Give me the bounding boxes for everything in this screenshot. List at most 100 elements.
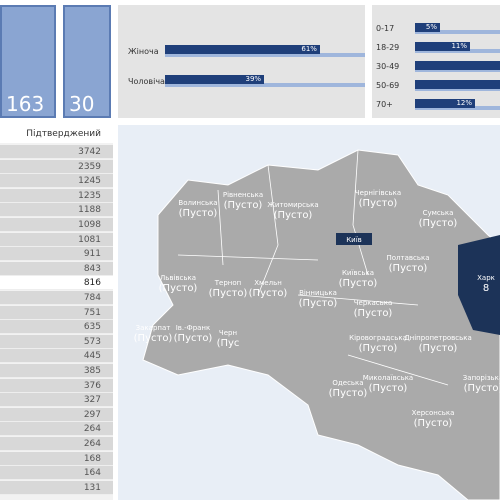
- region-value: (Пусто): [419, 218, 458, 229]
- region-value: (Пусто): [464, 383, 500, 394]
- bar: 11%: [415, 42, 470, 51]
- bar-track: [415, 49, 500, 53]
- row-label: 30-49: [376, 62, 400, 71]
- table-cell: 385: [0, 364, 113, 378]
- region-value: 8: [483, 283, 489, 294]
- table-cell: 1235: [0, 188, 113, 203]
- table-cell: 635: [0, 320, 113, 335]
- table-cell: 816: [0, 276, 113, 291]
- region-name: Терноп: [214, 279, 241, 287]
- region-value: (Пусто): [359, 343, 398, 354]
- bar: 12%: [415, 99, 475, 108]
- region-value: (Пусто): [249, 288, 288, 299]
- table-cell: 131: [0, 480, 113, 495]
- table-cell: 911: [0, 247, 113, 262]
- region-name: Хмельн: [254, 279, 282, 287]
- region-value: (Пусто): [224, 200, 263, 211]
- age-panel: 0-17 5% 18-29 11% 30-49 50-69 70+ 12%: [372, 5, 500, 118]
- table-cell: 784: [0, 291, 113, 305]
- region-value: (Пусто): [339, 278, 378, 289]
- table-cell: 164: [0, 466, 113, 481]
- table-cell: 445: [0, 349, 113, 364]
- region-name: Кіровоградська: [349, 334, 407, 342]
- row-label: Чоловіча: [128, 77, 165, 86]
- region-name: Миколаївська: [363, 374, 413, 382]
- row-label: 70+: [376, 100, 393, 109]
- region-highlight: [458, 235, 500, 335]
- bar: 39%: [165, 75, 265, 84]
- region-name: Черкаська: [354, 299, 393, 307]
- capital-badge: [336, 233, 372, 245]
- table-cell: 843: [0, 261, 113, 276]
- table-cell: 751: [0, 305, 113, 320]
- region-name: Львівська: [160, 274, 196, 282]
- table-cell: 1098: [0, 218, 113, 232]
- bar-track: [165, 83, 365, 87]
- region-value: (Пусто): [134, 333, 173, 344]
- tile-value: 30: [69, 92, 95, 116]
- region-name: Житомирська: [267, 201, 318, 209]
- region-value: (Пусто): [389, 263, 428, 274]
- row-label: 50-69: [376, 81, 400, 90]
- bar-track: [415, 106, 500, 110]
- bar-label: 39%: [245, 75, 262, 83]
- region-value: (Пусто): [414, 418, 453, 429]
- table-cell: 376: [0, 378, 113, 393]
- region-value: (Пусто): [354, 308, 393, 319]
- region-name: Волинська: [178, 199, 217, 207]
- table-cell: 264: [0, 422, 113, 437]
- row-label: Жіноча: [128, 47, 159, 56]
- region-name: Чернігівська: [355, 189, 401, 197]
- table-cell: 327: [0, 393, 113, 408]
- table-cell: 573: [0, 334, 113, 349]
- map-panel: Київ Волинська (Пусто) Рівненська (Пусто) Жи…: [118, 125, 500, 500]
- table-cell: 1188: [0, 203, 113, 218]
- bar-track: [415, 87, 500, 91]
- table-cell: 2359: [0, 159, 113, 174]
- region-value: (Пус: [217, 338, 240, 349]
- bar: 61%: [165, 45, 320, 54]
- region-name: Київська: [342, 269, 374, 277]
- region-name: Черн: [219, 329, 237, 337]
- region-name: Ів.-Франк: [176, 324, 211, 332]
- region-value: (Пусто): [159, 283, 198, 294]
- region-name: Рівненська: [223, 191, 263, 199]
- tile: 163: [0, 5, 56, 118]
- region-value: (Пусто): [174, 333, 213, 344]
- table-cell: 1081: [0, 232, 113, 247]
- region-name: Одеська: [332, 379, 363, 387]
- bar-label: 11%: [451, 42, 467, 50]
- region-value: (Пусто): [274, 210, 313, 221]
- bar-label: 5%: [425, 23, 437, 31]
- region-value: (Пусто): [419, 343, 458, 354]
- bar: [415, 80, 500, 89]
- region-value: (Пусто): [209, 288, 248, 299]
- bar: [415, 61, 500, 70]
- region-name: Запорізька: [463, 374, 500, 382]
- region-name: Закарпат: [136, 324, 171, 332]
- region-name: Сумська: [423, 209, 454, 217]
- table-cell: 168: [0, 451, 113, 466]
- table-cell: 264: [0, 437, 113, 451]
- bar-track: [165, 53, 365, 57]
- region-value: (Пусто): [299, 298, 338, 309]
- table-cell: 297: [0, 407, 113, 422]
- region-value: (Пусто): [359, 198, 398, 209]
- table-header: Підтверджений: [0, 125, 113, 143]
- region-border: [177, 149, 449, 386]
- row-label: 18-29: [376, 43, 400, 52]
- table-cell: 1245: [0, 174, 113, 189]
- country-shape: [142, 149, 500, 500]
- region-value: (Пусто): [369, 383, 408, 394]
- tile: 30: [63, 5, 111, 118]
- region-name: Вінницька: [299, 289, 337, 297]
- bar-label: 12%: [456, 99, 472, 107]
- capital-label: Київ: [346, 236, 362, 244]
- bar-label: 61%: [301, 45, 317, 53]
- region-value: (Пусто): [179, 208, 218, 219]
- region-name: Полтавська: [386, 254, 429, 262]
- bar: 5%: [415, 23, 440, 32]
- row-label: 0-17: [376, 24, 395, 33]
- bar-track: [415, 68, 500, 72]
